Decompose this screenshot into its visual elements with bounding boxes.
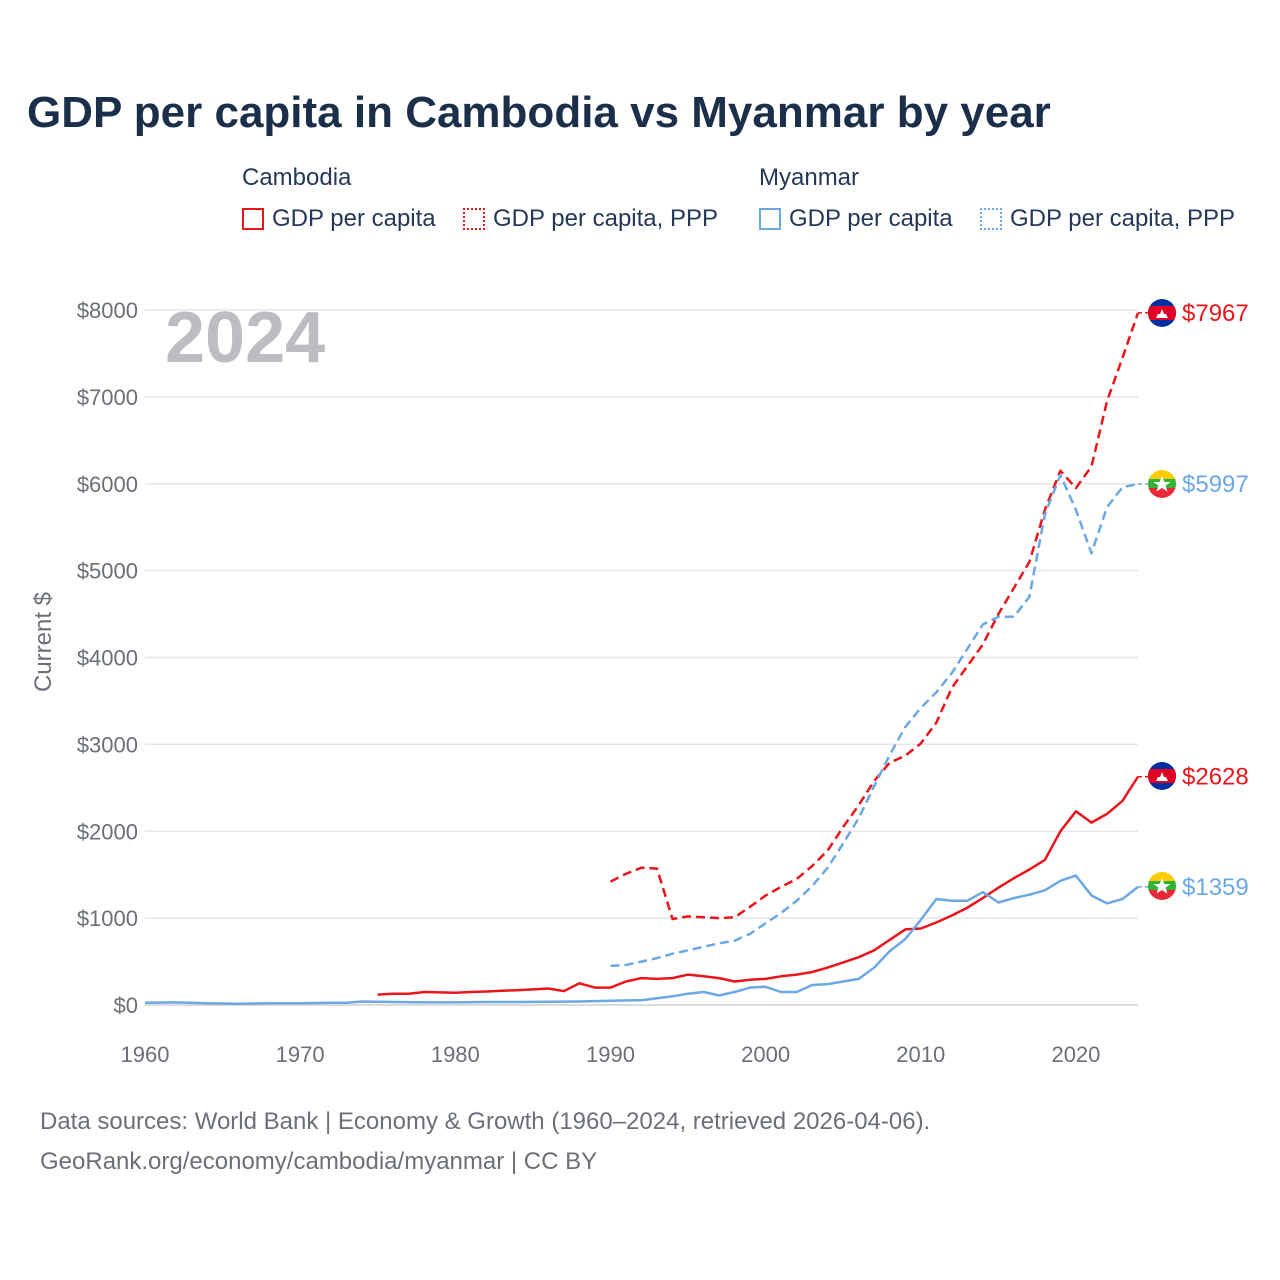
legend-swatch-solid-red [242,208,264,230]
x-tick-label: 1990 [586,1042,635,1067]
legend-title-myanmar: Myanmar [759,164,860,191]
y-tick-label: $5000 [77,559,138,584]
x-tick-label: 2010 [896,1042,945,1067]
x-tick-label: 1970 [276,1042,325,1067]
legend-item-cambodia-gdp[interactable]: GDP per capita [242,204,436,234]
y-tick-label: $3000 [77,732,138,757]
end-value-label: $2628 [1182,764,1249,791]
y-tick-label: $4000 [77,646,138,671]
y-tick-label: $7000 [77,385,138,410]
y-tick-label: $6000 [77,472,138,497]
legend-swatch-dotted-blue [980,208,1002,230]
legend-item-cambodia-ppp[interactable]: GDP per capita, PPP [463,204,718,234]
cambodia-flag-icon [1148,762,1176,790]
y-tick-label: $8000 [77,298,138,323]
end-value-label: $5997 [1182,471,1249,498]
x-tick-label: 1960 [121,1042,170,1067]
y-axis-label: Current $ [30,592,57,692]
y-tick-label: $0 [114,993,138,1018]
myanmar-flag-icon [1148,470,1176,498]
series-line-cambodia-solid [377,776,1140,996]
end-value-label: $7967 [1182,300,1249,327]
chart-title: GDP per capita in Cambodia vs Myanmar by… [27,88,1051,137]
legend-swatch-dotted-red [463,208,485,230]
end-value-label: $1359 [1182,874,1249,901]
year-watermark: 2024 [165,298,325,378]
legend-swatch-solid-blue [759,208,781,230]
series-line-myanmar-solid [144,874,1139,1005]
footer-sources: Data sources: World Bank | Economy & Gro… [40,1108,931,1135]
footer-credit[interactable]: GeoRank.org/economy/cambodia/myanmar | C… [40,1148,598,1175]
series-line-myanmar-dashed [610,473,1139,968]
legend-item-myanmar-ppp[interactable]: GDP per capita, PPP [980,204,1235,234]
myanmar-flag-icon [1148,872,1176,900]
x-tick-label: 2000 [741,1042,790,1067]
y-tick-label: $2000 [77,819,138,844]
x-tick-label: 1980 [431,1042,480,1067]
legend-item-myanmar-gdp[interactable]: GDP per capita [759,204,953,234]
legend-label: GDP per capita, PPP [493,205,718,232]
y-tick-label: $1000 [77,906,138,931]
cambodia-flag-icon [1148,299,1176,327]
x-tick-label: 2020 [1051,1042,1100,1067]
legend-label: GDP per capita, PPP [1010,205,1235,232]
legend-title-cambodia: Cambodia [242,164,352,191]
legend-label: GDP per capita [789,205,953,232]
series-line-cambodia-dashed [609,312,1140,921]
legend-label: GDP per capita [272,205,436,232]
